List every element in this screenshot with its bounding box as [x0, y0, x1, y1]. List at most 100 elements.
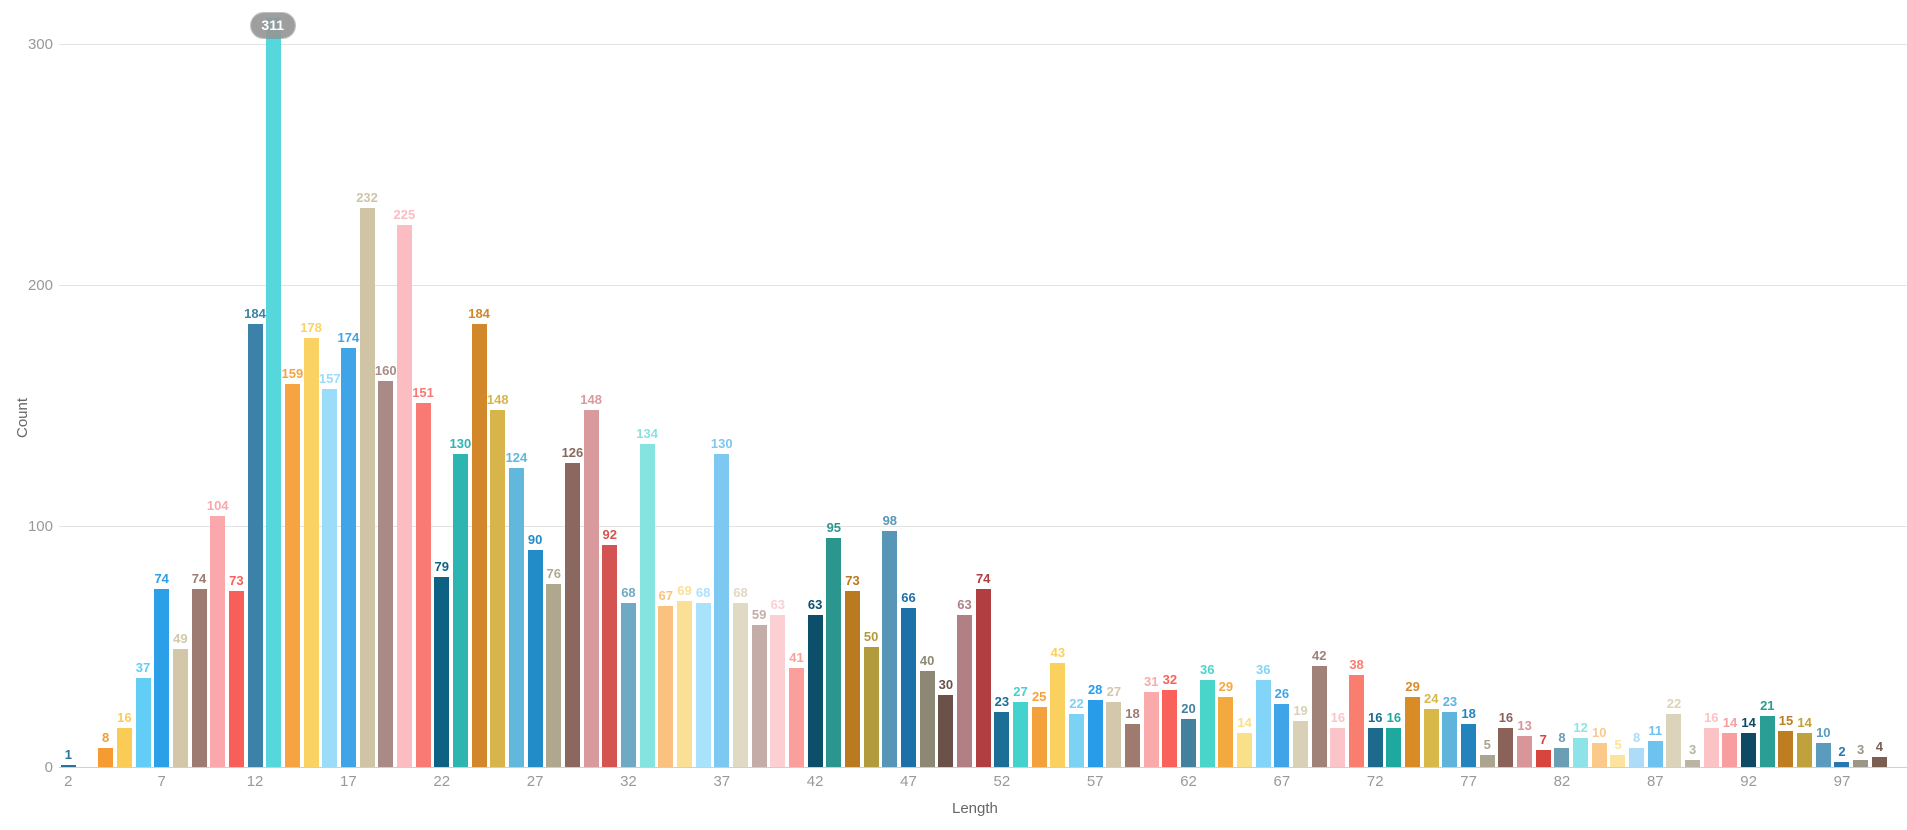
bar-x79[interactable]	[1498, 728, 1514, 767]
bar-x74[interactable]	[1405, 697, 1421, 767]
bar-x33[interactable]	[639, 444, 655, 767]
bar-x86[interactable]	[1629, 747, 1645, 767]
bar-x92[interactable]	[1741, 733, 1757, 767]
bar-x39[interactable]	[751, 624, 767, 767]
bar-value-label: 8	[1632, 729, 1641, 745]
bar-x24[interactable]	[471, 323, 487, 767]
bar-x38[interactable]	[732, 603, 748, 767]
bar-x21[interactable]	[415, 403, 431, 767]
bar-x47[interactable]	[900, 607, 916, 767]
bar-x49[interactable]	[938, 694, 954, 767]
bar-x84[interactable]	[1591, 742, 1607, 767]
bar-x75[interactable]	[1423, 709, 1439, 767]
bar-x98[interactable]	[1853, 759, 1869, 767]
bar-x58[interactable]	[1106, 701, 1122, 767]
bar-x81[interactable]	[1535, 750, 1551, 767]
bar-x7[interactable]	[154, 588, 170, 767]
bar-x12[interactable]	[247, 323, 263, 767]
bar-x93[interactable]	[1759, 716, 1775, 767]
bar-x31[interactable]	[602, 545, 618, 767]
bar-x96[interactable]	[1815, 742, 1831, 767]
bar-x26[interactable]	[508, 468, 524, 767]
bar-x17[interactable]	[340, 347, 356, 767]
bar-x90[interactable]	[1703, 728, 1719, 767]
bar-x72[interactable]	[1367, 728, 1383, 767]
bar-x11[interactable]	[228, 591, 244, 767]
bar-x87[interactable]	[1647, 740, 1663, 767]
bar-x95[interactable]	[1797, 733, 1813, 767]
bar-x76[interactable]	[1442, 711, 1458, 767]
bar-x14[interactable]	[284, 383, 300, 767]
bar-x50[interactable]	[956, 615, 972, 767]
bar-x9[interactable]	[191, 588, 207, 767]
bar-x80[interactable]	[1517, 735, 1533, 767]
bar-x78[interactable]	[1479, 754, 1495, 767]
bar-slot-x77: 18	[1459, 0, 1478, 767]
bar-x54[interactable]	[1031, 706, 1047, 767]
bar-x71[interactable]	[1349, 675, 1365, 767]
bar-x53[interactable]	[1012, 701, 1028, 767]
bar-x85[interactable]	[1610, 754, 1626, 767]
bar-x42[interactable]	[807, 615, 823, 767]
bar-x97[interactable]	[1834, 762, 1850, 767]
bar-x18[interactable]	[359, 207, 375, 767]
bar-x16[interactable]	[322, 388, 338, 767]
bar-x28[interactable]	[546, 583, 562, 767]
bar-x56[interactable]	[1069, 713, 1084, 767]
bar-x69[interactable]	[1311, 665, 1327, 767]
bar-x40[interactable]	[770, 615, 786, 767]
bar-x99[interactable]	[1871, 757, 1887, 767]
bar-x64[interactable]	[1218, 697, 1234, 767]
bar-x44[interactable]	[844, 591, 860, 767]
bar-x6[interactable]	[135, 677, 151, 767]
bar-x73[interactable]	[1386, 728, 1402, 767]
bar-x8[interactable]	[172, 648, 188, 767]
bar-x35[interactable]	[676, 600, 692, 767]
bar-x29[interactable]	[564, 463, 580, 767]
bar-x70[interactable]	[1330, 728, 1346, 767]
bar-x57[interactable]	[1087, 699, 1103, 767]
bar-x27[interactable]	[527, 550, 543, 767]
bar-x37[interactable]	[714, 453, 730, 767]
bar-x68[interactable]	[1293, 721, 1309, 767]
bar-x34[interactable]	[658, 605, 674, 767]
bar-x88[interactable]	[1666, 713, 1682, 767]
bar-x4[interactable]	[98, 747, 114, 767]
bar-x67[interactable]	[1274, 704, 1290, 767]
bar-x13[interactable]	[266, 17, 282, 767]
bar-x65[interactable]	[1237, 733, 1253, 767]
bar-x10[interactable]	[210, 516, 226, 767]
bar-x83[interactable]	[1573, 738, 1589, 767]
bar-x63[interactable]	[1199, 680, 1215, 767]
bar-x46[interactable]	[882, 530, 898, 767]
bar-x61[interactable]	[1162, 689, 1178, 767]
bar-x59[interactable]	[1125, 723, 1141, 767]
bar-x5[interactable]	[116, 728, 132, 767]
bar-x48[interactable]	[919, 670, 935, 767]
bar-x66[interactable]	[1255, 680, 1271, 767]
bar-x43[interactable]	[826, 538, 842, 767]
bar-x30[interactable]	[583, 410, 599, 767]
bar-value-label: 36	[1255, 662, 1271, 678]
bar-x94[interactable]	[1778, 730, 1794, 767]
bar-x62[interactable]	[1181, 718, 1197, 767]
bar-x89[interactable]	[1685, 759, 1701, 767]
bar-x45[interactable]	[863, 646, 879, 767]
bar-x20[interactable]	[396, 224, 412, 767]
bar-x60[interactable]	[1143, 692, 1159, 767]
bar-x55[interactable]	[1050, 663, 1066, 767]
bar-x32[interactable]	[620, 603, 636, 767]
bar-x23[interactable]	[452, 453, 468, 767]
bar-x15[interactable]	[303, 338, 319, 767]
bar-x19[interactable]	[378, 381, 394, 767]
bar-x82[interactable]	[1554, 747, 1570, 767]
bar-x25[interactable]	[490, 410, 506, 767]
bar-x77[interactable]	[1461, 723, 1477, 767]
bar-x51[interactable]	[975, 588, 991, 767]
bar-x22[interactable]	[434, 576, 450, 767]
bar-x52[interactable]	[994, 711, 1010, 767]
bar-x91[interactable]	[1722, 733, 1738, 767]
bar-x41[interactable]	[788, 668, 804, 767]
bar-x36[interactable]	[695, 603, 711, 767]
bar-x2[interactable]	[60, 764, 76, 767]
